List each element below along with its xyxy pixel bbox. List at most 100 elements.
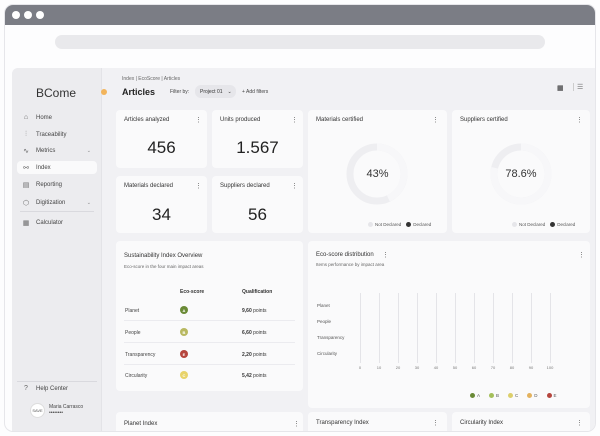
sidebar-item-label: Home bbox=[36, 114, 53, 121]
trend-icon: ∿ bbox=[23, 147, 29, 155]
declared-arc bbox=[490, 143, 552, 205]
donut-legend: Not Declared Declared bbox=[512, 222, 575, 227]
declared-swatch bbox=[550, 222, 556, 227]
legend-swatch bbox=[508, 393, 514, 398]
maximize-window-dot[interactable] bbox=[36, 11, 44, 19]
user-profile[interactable]: SAVE Maria Carrasco •••••••• bbox=[17, 399, 97, 421]
help-icon: ? bbox=[24, 385, 28, 392]
legend-item-b[interactable]: B bbox=[489, 393, 499, 398]
x-tick-label: 90 bbox=[528, 365, 534, 370]
main-content: Index | EcoScore | Articles Articles Fil… bbox=[111, 68, 595, 431]
card-title: Units produced bbox=[220, 117, 261, 123]
more-icon[interactable]: ⋮ bbox=[291, 117, 298, 124]
sidebar-item-index[interactable]: ⚯ Index bbox=[17, 161, 97, 174]
card-title: Articles analyzed bbox=[124, 117, 170, 123]
card-title: Materials certified bbox=[316, 117, 364, 123]
legend-item-a[interactable]: A bbox=[470, 393, 480, 398]
qualification-value: 5,42 points bbox=[242, 373, 266, 379]
grid-view-icon[interactable]: ▦ bbox=[557, 85, 564, 92]
address-bar[interactable] bbox=[55, 35, 545, 49]
more-icon[interactable]: ⋮ bbox=[291, 183, 298, 190]
points-number: 6,60 bbox=[242, 330, 252, 336]
donut-percentage: 43% bbox=[366, 168, 389, 180]
card-title: Sustainability Index Overview bbox=[124, 253, 203, 259]
browser-window: BCome ⌂ Home ⫶ Traceability ∿ Metrics ⌄ … bbox=[5, 5, 595, 431]
sidebar-item-reporting[interactable]: ▤ Reporting bbox=[17, 178, 97, 191]
grid-line bbox=[379, 293, 380, 363]
kpi-value: 34 bbox=[152, 205, 171, 224]
grid-line bbox=[512, 293, 513, 363]
x-tick-label: 40 bbox=[433, 365, 439, 370]
legend-swatch bbox=[470, 393, 475, 398]
eco-score-distribution-card: Eco-score distribution ⋮ ⋮ Items perform… bbox=[308, 241, 590, 408]
more-icon[interactable]: ⋮ bbox=[195, 183, 202, 190]
legend-item-c[interactable]: C bbox=[508, 393, 518, 398]
more-icon[interactable]: ⋮ bbox=[293, 421, 300, 428]
chevron-down-icon: ⌄ bbox=[86, 147, 91, 154]
circularity-index-card: Circularity Index ⋮ bbox=[452, 412, 590, 431]
category-label: Planet bbox=[317, 303, 330, 308]
project-filter-select[interactable]: Project 01 ⌄ bbox=[195, 85, 236, 98]
eco-score-header: Eco-score bbox=[180, 289, 205, 295]
nodes-icon: ⚯ bbox=[23, 164, 29, 172]
kpi-value: 456 bbox=[147, 138, 176, 157]
legend-not-declared: Not Declared bbox=[519, 222, 546, 227]
x-tick-label: 10 bbox=[376, 365, 382, 370]
avatar: SAVE bbox=[30, 402, 45, 418]
breadcrumb[interactable]: Index | EcoScore | Articles bbox=[122, 76, 181, 82]
materials-certified-card: Materials certified ⋮ 43% Not Declared D… bbox=[308, 110, 447, 233]
legend-label: D bbox=[534, 393, 538, 398]
user-name: Maria Carrasco bbox=[49, 404, 84, 410]
sidebar-item-label: Metrics bbox=[36, 147, 56, 154]
sidebar-item-calculator[interactable]: ▦ Calculator bbox=[17, 216, 97, 229]
sidebar-item-home[interactable]: ⌂ Home bbox=[17, 111, 97, 124]
help-center-link[interactable]: ? Help Center bbox=[17, 381, 97, 394]
sidebar-divider bbox=[20, 211, 94, 212]
sidebar-item-digitization[interactable]: ⬡ Digitization ⌄ bbox=[17, 196, 97, 209]
grade-legend: A B C D E bbox=[470, 393, 566, 398]
not-declared-swatch bbox=[512, 222, 517, 227]
card-subtitle: Items performance by impact area bbox=[316, 262, 385, 267]
sidebar-item-metrics[interactable]: ∿ Metrics ⌄ bbox=[17, 144, 97, 157]
row-label: Transparency bbox=[125, 352, 156, 358]
planet-index-card: Planet Index ⋮ bbox=[116, 412, 303, 431]
sidebar-item-label: Index bbox=[36, 164, 51, 171]
x-tick-label: 100 bbox=[546, 365, 554, 370]
x-tick-label: 60 bbox=[471, 365, 477, 370]
legend-swatch bbox=[527, 393, 533, 398]
close-window-dot[interactable] bbox=[12, 11, 20, 19]
points-number: 5,42 bbox=[242, 373, 252, 379]
grade-badge: E bbox=[180, 350, 188, 358]
x-tick-label: 50 bbox=[452, 365, 458, 370]
kpi-card-units: Units produced ⋮ 1.567 bbox=[212, 110, 303, 168]
card-title: Materials declared bbox=[124, 183, 174, 189]
more-icon[interactable]: ⋮ bbox=[195, 117, 202, 124]
page-title: Articles bbox=[122, 87, 156, 97]
more-icon[interactable]: ⋮ bbox=[576, 420, 583, 427]
card-title: Eco-score distribution bbox=[316, 252, 374, 258]
grade-badge: C bbox=[180, 371, 188, 379]
materials-donut-chart bbox=[346, 143, 408, 205]
legend-item-d[interactable]: D bbox=[527, 393, 538, 398]
list-view-icon[interactable]: ☰ bbox=[573, 83, 583, 91]
x-tick-label: 20 bbox=[395, 365, 401, 370]
sidebar-item-label: Calculator bbox=[36, 219, 64, 226]
sidebar-item-traceability[interactable]: ⫶ Traceability bbox=[17, 128, 97, 141]
more-icon[interactable]: ⋮ bbox=[578, 252, 585, 259]
legend-item-e[interactable]: E bbox=[546, 393, 557, 398]
card-title: Suppliers certified bbox=[460, 117, 508, 123]
legend-label: A bbox=[477, 393, 481, 398]
row-label: Planet bbox=[125, 308, 140, 314]
app-container: BCome ⌂ Home ⫶ Traceability ∿ Metrics ⌄ … bbox=[12, 68, 595, 431]
brand-logo[interactable]: BCome bbox=[36, 86, 77, 100]
card-title: Transparency Index bbox=[316, 420, 369, 426]
more-icon[interactable]: ⋮ bbox=[432, 420, 439, 427]
more-icon[interactable]: ⋮ bbox=[576, 117, 583, 124]
kpi-card-articles: Articles analyzed ⋮ 456 bbox=[116, 110, 207, 168]
points-unit: points bbox=[253, 308, 267, 314]
card-title: Suppliers declared bbox=[220, 183, 270, 189]
add-filters-button[interactable]: + Add filters bbox=[242, 89, 269, 95]
more-icon[interactable]: ⋮ bbox=[382, 252, 389, 259]
minimize-window-dot[interactable] bbox=[24, 11, 32, 19]
more-icon[interactable]: ⋮ bbox=[432, 117, 439, 124]
